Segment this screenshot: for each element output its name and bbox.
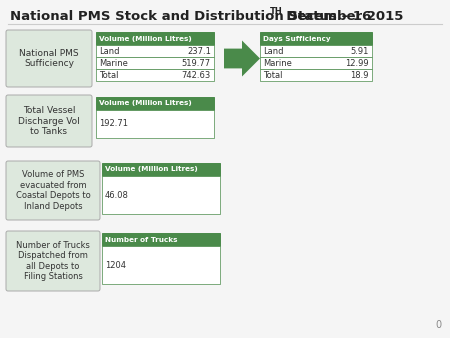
Text: Days Sufficiency: Days Sufficiency: [263, 35, 331, 42]
Text: Total Vessel
Discharge Vol
to Tanks: Total Vessel Discharge Vol to Tanks: [18, 106, 80, 136]
Text: December 2015: December 2015: [277, 9, 403, 23]
FancyBboxPatch shape: [102, 233, 220, 246]
Text: Land: Land: [263, 47, 284, 55]
FancyBboxPatch shape: [96, 110, 214, 138]
Text: 519.77: 519.77: [182, 58, 211, 68]
Text: Total: Total: [263, 71, 283, 79]
Text: Volume of PMS
evacuated from
Coastal Depots to
Inland Depots: Volume of PMS evacuated from Coastal Dep…: [16, 170, 90, 211]
FancyBboxPatch shape: [96, 45, 214, 57]
FancyBboxPatch shape: [6, 231, 100, 291]
FancyBboxPatch shape: [102, 176, 220, 214]
FancyBboxPatch shape: [260, 57, 372, 69]
Text: Volume (Million Litres): Volume (Million Litres): [105, 167, 198, 172]
FancyBboxPatch shape: [102, 246, 220, 284]
Text: 18.9: 18.9: [351, 71, 369, 79]
FancyBboxPatch shape: [6, 30, 92, 87]
Text: Volume (Million Litres): Volume (Million Litres): [99, 100, 192, 106]
FancyBboxPatch shape: [260, 69, 372, 81]
Polygon shape: [224, 41, 260, 76]
Text: Marine: Marine: [263, 58, 292, 68]
FancyBboxPatch shape: [6, 161, 100, 220]
FancyBboxPatch shape: [260, 45, 372, 57]
FancyBboxPatch shape: [102, 163, 220, 176]
Text: 46.08: 46.08: [105, 191, 129, 199]
Text: 192.71: 192.71: [99, 120, 128, 128]
Text: 742.63: 742.63: [182, 71, 211, 79]
Text: Number of Trucks: Number of Trucks: [105, 237, 177, 242]
FancyBboxPatch shape: [6, 95, 92, 147]
Text: National PMS Stock and Distribution Status – 16: National PMS Stock and Distribution Stat…: [10, 9, 371, 23]
Text: Marine: Marine: [99, 58, 128, 68]
Text: 5.91: 5.91: [351, 47, 369, 55]
Text: National PMS
Sufficiency: National PMS Sufficiency: [19, 49, 79, 68]
Text: Volume (Million Litres): Volume (Million Litres): [99, 35, 192, 42]
Text: 0: 0: [436, 320, 442, 330]
FancyBboxPatch shape: [96, 32, 214, 45]
Text: 237.1: 237.1: [187, 47, 211, 55]
Text: 1204: 1204: [105, 261, 126, 269]
Text: 12.99: 12.99: [346, 58, 369, 68]
FancyBboxPatch shape: [96, 69, 214, 81]
Text: Total: Total: [99, 71, 118, 79]
FancyBboxPatch shape: [96, 97, 214, 110]
Text: Land: Land: [99, 47, 120, 55]
FancyBboxPatch shape: [260, 32, 372, 45]
FancyBboxPatch shape: [96, 57, 214, 69]
Text: Number of Trucks
Dispatched from
all Depots to
Filing Stations: Number of Trucks Dispatched from all Dep…: [16, 241, 90, 281]
Text: TH: TH: [270, 6, 283, 16]
